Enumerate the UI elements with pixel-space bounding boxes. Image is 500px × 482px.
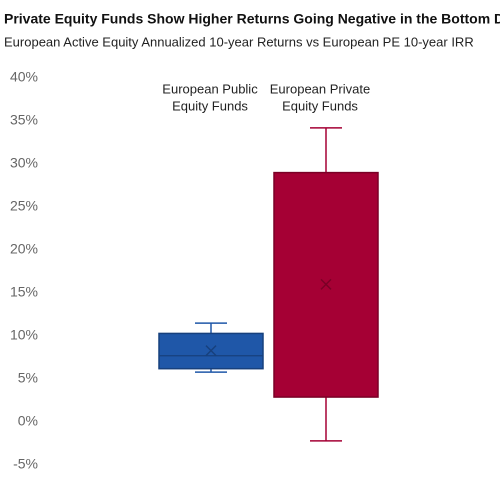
y-tick-label: 20% (10, 241, 38, 257)
y-tick-label: 35% (10, 112, 38, 128)
category-label: Equity Funds (282, 98, 358, 113)
mean-marker (320, 278, 332, 290)
y-tick-label: 15% (10, 284, 38, 300)
y-tick-label: 0% (18, 413, 38, 429)
y-tick-label: -5% (13, 456, 38, 472)
category-label: European Private (270, 81, 370, 96)
chart-subtitle: European Active Equity Annualized 10-yea… (4, 34, 474, 49)
y-tick-label: 10% (10, 327, 38, 343)
y-tick-label: 5% (18, 370, 38, 386)
chart-title: Private Equity Funds Show Higher Returns… (4, 11, 500, 27)
category-label: Equity Funds (172, 98, 248, 113)
category-label: European Public (162, 81, 258, 96)
y-tick-label: 30% (10, 155, 38, 171)
y-tick-label: 25% (10, 198, 38, 214)
y-tick-label: 40% (10, 69, 38, 85)
mean-marker (205, 345, 217, 357)
